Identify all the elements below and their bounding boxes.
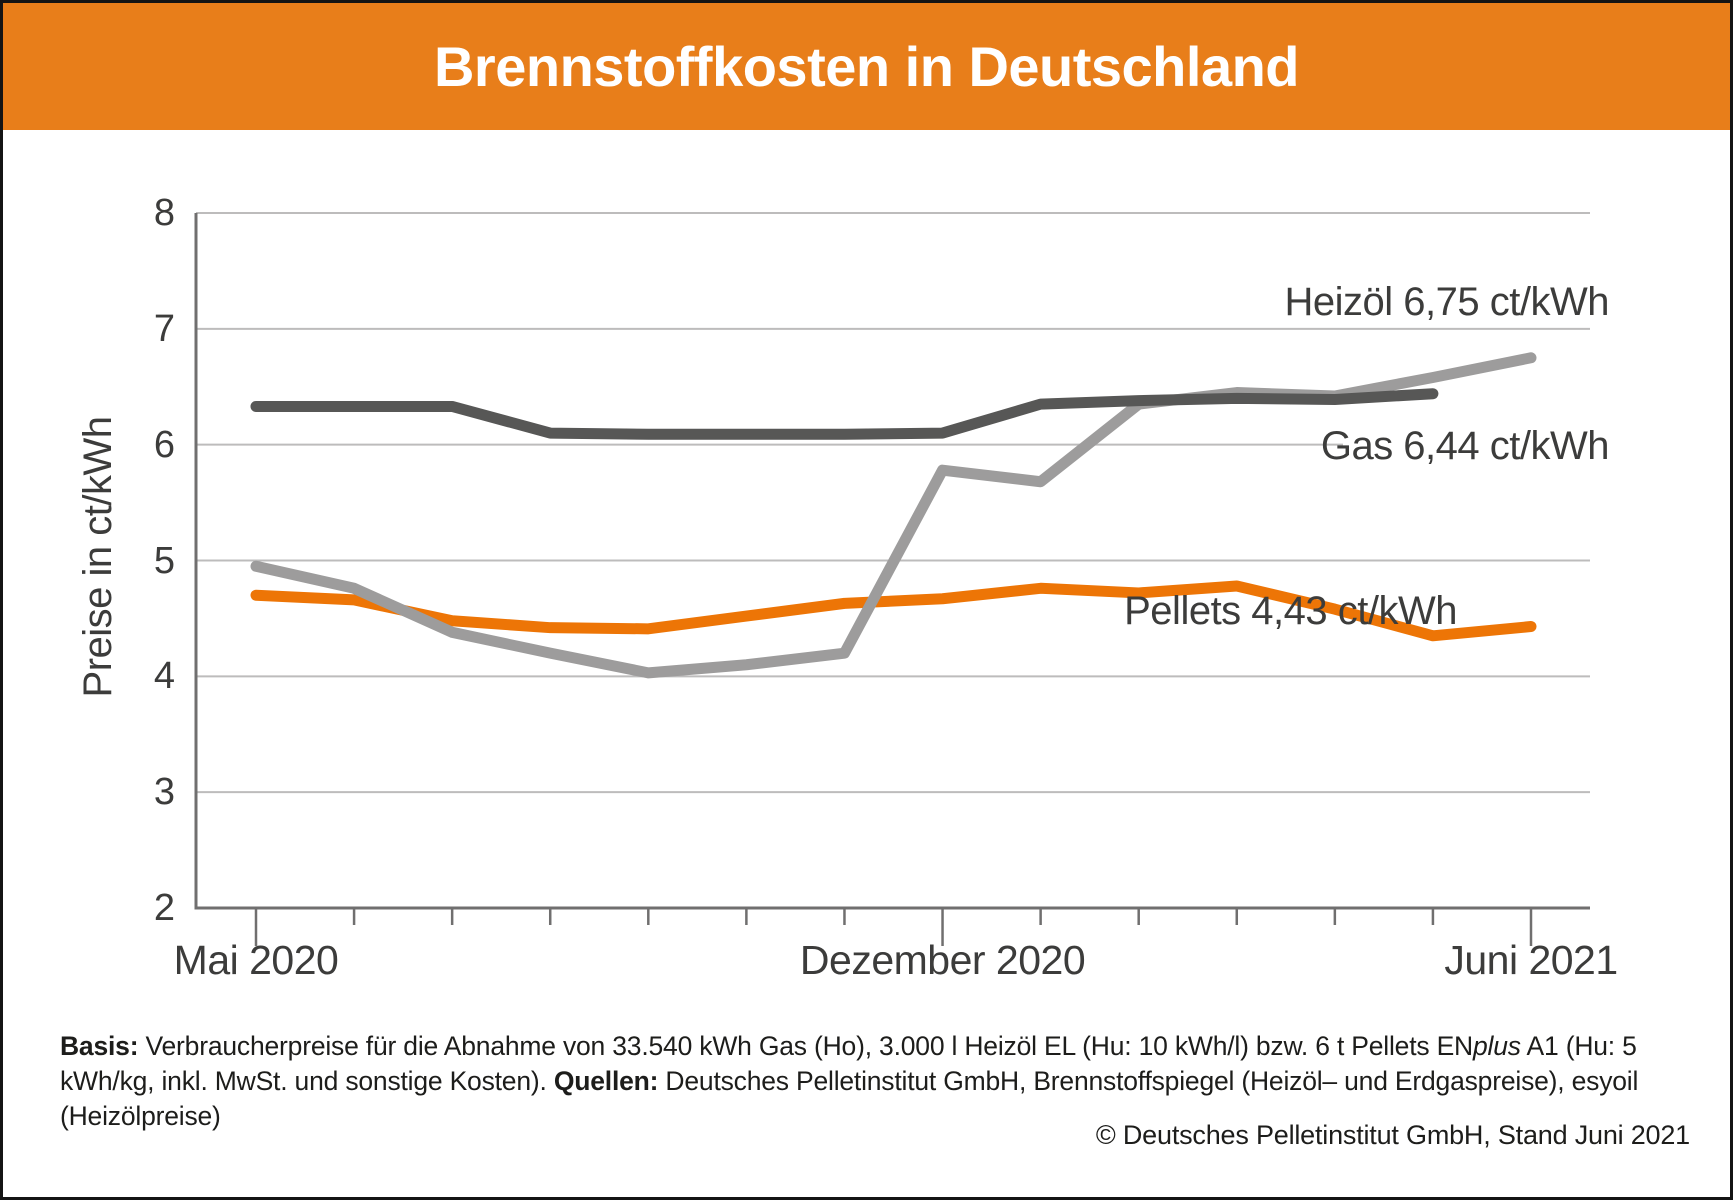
copyright-line: © Deutsches Pelletinstitut GmbH, Stand J… (1095, 1120, 1690, 1150)
price-chart-svg (194, 212, 1590, 946)
series-line-pellets (250, 580, 1537, 642)
page-title: Brennstoffkosten in Deutschland (433, 35, 1300, 98)
quellen-label: Quellen: (553, 1066, 659, 1096)
basis-label: Basis: (60, 1031, 139, 1061)
series-line-gas (250, 388, 1439, 440)
enplus-italic: plus (1473, 1031, 1521, 1061)
header-band: Brennstoffkosten in Deutschland (3, 3, 1730, 130)
basis-text: Verbraucherpreise für die Abnahme von 33… (138, 1031, 1474, 1061)
basis-text-2: A1 (Hu: 5 kWh/kg, inkl. MwSt. und sonsti… (60, 1031, 1637, 1096)
quellen-text: Deutsches Pelletinstitut GmbH, Brennstof… (60, 1066, 1639, 1131)
footnote: Basis: Verbraucherpreise für die Abnahme… (60, 1029, 1705, 1134)
